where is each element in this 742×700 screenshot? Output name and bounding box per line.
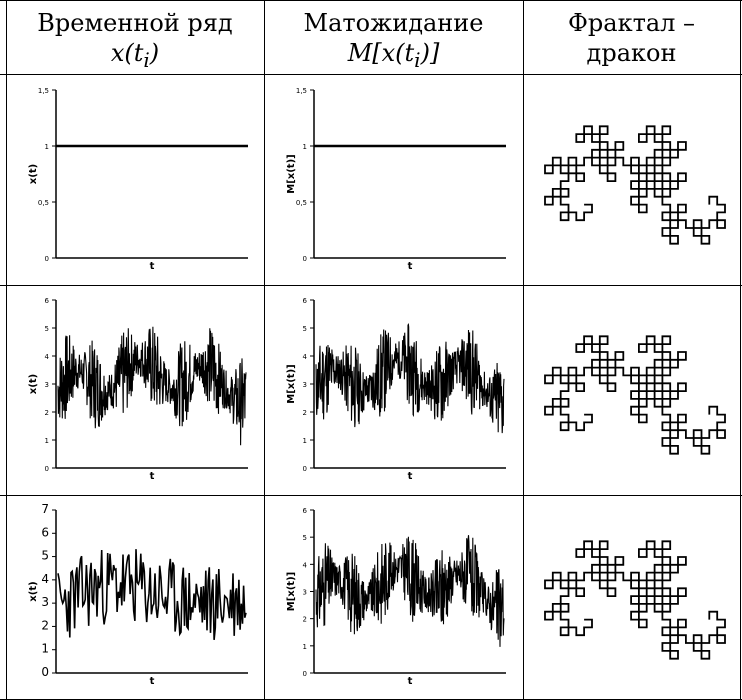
y-tick-label: 4: [41, 572, 49, 586]
y-tick-label: 1: [303, 643, 307, 651]
header-separator: [0, 74, 742, 75]
y-tick-label: 0: [303, 465, 307, 473]
chart-time-series-row2: 0 1 2 3 4 5 6 t x(t): [28, 297, 248, 482]
y-tick-label: 0,5: [296, 199, 307, 207]
header-expectation: Матожидание M[x(ti)]: [264, 8, 523, 72]
header-fractal-subtitle: дракон: [586, 39, 677, 67]
y-tick-label: 6: [45, 297, 50, 305]
y-tick-label: 6: [303, 297, 308, 305]
y-axis-label: M[x(t)]: [286, 572, 297, 611]
chart-expectation-row3: 0 1 2 3 4 5 6 t M[x(t)]: [286, 507, 506, 687]
y-axis-label: x(t): [28, 164, 39, 184]
y-tick-label: 6: [41, 525, 49, 539]
y-tick-label: 5: [303, 325, 307, 333]
y-tick-label: 1: [303, 437, 307, 445]
y-tick-label: 0: [303, 670, 307, 678]
y-tick-label: 7: [41, 502, 49, 516]
y-tick-label: 0: [41, 665, 49, 679]
dragon-fractal-row2: [544, 335, 726, 455]
dragon-curve: [544, 335, 726, 455]
dragon-curve: [544, 125, 726, 245]
y-tick-label: 2: [303, 409, 307, 417]
y-tick-label: 0,5: [38, 199, 49, 207]
column-separator-2: [523, 0, 524, 700]
dragon-curve: [544, 540, 726, 660]
y-tick-label: 4: [303, 561, 308, 569]
y-axis-label: x(t): [28, 374, 39, 394]
y-tick-label: 5: [303, 534, 307, 542]
y-tick-label: 1,5: [38, 87, 49, 95]
header-expectation-formula: M[x(ti)]: [347, 39, 440, 72]
y-tick-label: 1,5: [296, 87, 307, 95]
x-axis-label: t: [408, 676, 413, 687]
header-time-series-formula: x(ti): [110, 39, 160, 72]
y-tick-label: 5: [45, 325, 49, 333]
y-tick-label: 3: [41, 595, 49, 609]
y-tick-label: 2: [41, 618, 49, 632]
row-separator-1: [0, 285, 742, 286]
x-axis-label: t: [408, 471, 413, 482]
series-line: [315, 535, 505, 647]
y-tick-label: 1: [41, 642, 49, 656]
y-axis-label: M[x(t)]: [286, 364, 297, 403]
table-border-top: [0, 0, 742, 1]
chart-time-series-row3: 0 1 2 3 4 5 6 7 t x(t): [28, 502, 248, 687]
y-tick-label: 4: [45, 353, 50, 361]
chart-expectation-row1: 0 0,5 1 1,5 t M[x(t)]: [286, 87, 506, 272]
y-tick-label: 1: [303, 143, 307, 151]
dragon-fractal-row1: [544, 125, 726, 245]
y-tick-label: 6: [303, 507, 308, 515]
y-tick-label: 5: [41, 549, 49, 563]
y-tick-label: 2: [303, 616, 307, 624]
y-tick-label: 3: [303, 589, 307, 597]
table-border-right: [740, 0, 741, 700]
y-tick-label: 1: [45, 437, 49, 445]
x-axis-label: t: [150, 676, 155, 687]
y-tick-label: 1: [45, 143, 49, 151]
x-axis-label: t: [150, 471, 155, 482]
column-separator-1: [264, 0, 265, 700]
x-axis-label: t: [408, 261, 413, 272]
chart-time-series-row1: 0 0,5 1 1,5 t x(t): [28, 87, 248, 272]
chart-expectation-row2: 0 1 2 3 4 5 6 t M[x(t)]: [286, 297, 506, 482]
table-border-left: [6, 0, 7, 700]
y-tick-label: 0: [45, 255, 49, 263]
dragon-fractal-row3: [544, 540, 726, 660]
series-line: [315, 322, 505, 434]
y-tick-label: 3: [45, 381, 49, 389]
series-line: [57, 549, 247, 640]
y-tick-label: 3: [303, 381, 307, 389]
header-time-series-title: Временной ряд: [37, 9, 233, 37]
y-tick-label: 2: [45, 409, 49, 417]
header-expectation-title: Матожидание: [303, 9, 484, 37]
header-fractal-title: Фрактал –: [567, 9, 696, 37]
y-tick-label: 4: [303, 353, 308, 361]
x-axis-label: t: [150, 261, 155, 272]
row-separator-2: [0, 495, 742, 496]
y-axis-label: x(t): [28, 581, 39, 601]
y-axis-label: M[x(t)]: [286, 154, 297, 193]
series-line: [57, 326, 247, 446]
y-tick-label: 0: [45, 465, 49, 473]
header-fractal: Фрактал – дракон: [523, 8, 740, 72]
y-tick-label: 0: [303, 255, 307, 263]
header-time-series: Временной ряд x(ti): [6, 8, 264, 72]
